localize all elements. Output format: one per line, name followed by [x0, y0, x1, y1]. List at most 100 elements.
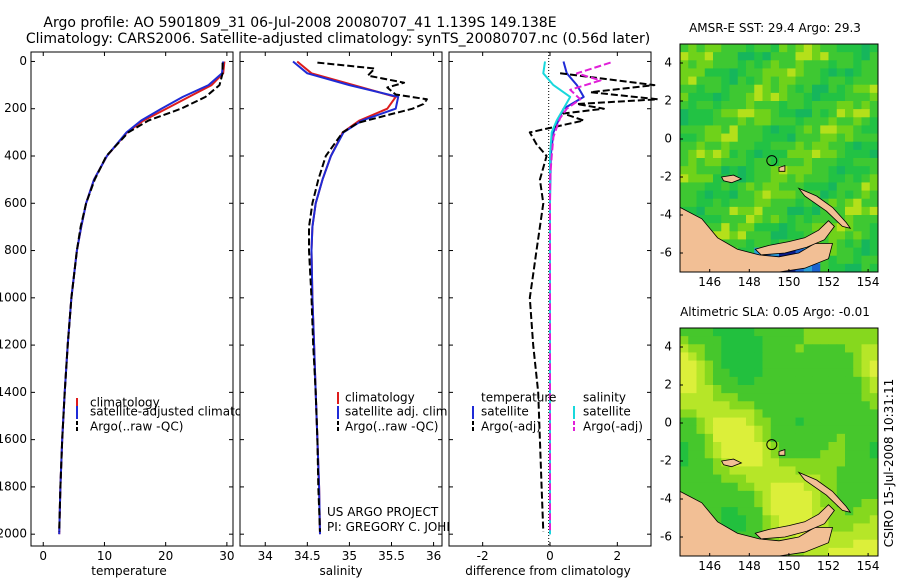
map-cell [729, 182, 739, 191]
map-cell [812, 458, 821, 467]
map-cell [803, 92, 813, 102]
map-cell [836, 68, 846, 77]
map-cell [696, 166, 706, 175]
map-cell [713, 60, 722, 69]
map-cell [836, 101, 846, 110]
map-cell [861, 482, 871, 492]
map-cell [845, 174, 854, 183]
map-cell [845, 239, 854, 248]
depth-tick-label: 1200 [0, 338, 27, 352]
land-polygon [720, 458, 743, 468]
map-cell [795, 60, 805, 69]
map-cell [820, 117, 829, 126]
map-cell [721, 223, 730, 232]
map-cell [680, 393, 689, 402]
map-cell [746, 149, 755, 159]
map-cell [762, 401, 772, 410]
depth-tick-label: 600 [4, 196, 27, 210]
map-cell [737, 149, 747, 159]
map-cell [704, 158, 714, 167]
map-cell [779, 490, 788, 500]
map-cell [861, 539, 871, 549]
map-cell [861, 466, 871, 475]
map-cell [737, 409, 747, 418]
map-cell [779, 68, 788, 77]
map-cell [861, 442, 871, 451]
map-cell [746, 101, 755, 110]
map-cell [869, 417, 879, 427]
map-cell [820, 60, 829, 69]
map-cell [746, 376, 755, 386]
map-cell [737, 401, 747, 410]
map-cell [704, 344, 714, 353]
map-cell [746, 231, 755, 240]
map-cell [795, 368, 805, 378]
map-cell [869, 231, 879, 240]
map-cell [770, 336, 780, 345]
map-cell [861, 68, 871, 77]
map-cell [803, 158, 813, 167]
map-cell [836, 393, 846, 402]
map-cell [828, 458, 838, 467]
map-cell [696, 328, 706, 337]
map-cell [869, 474, 879, 484]
map-cell [770, 215, 780, 224]
map-cell [729, 336, 739, 345]
map-cell [795, 198, 805, 208]
map-cell [696, 44, 706, 53]
depth-tick-label: 0 [19, 54, 27, 68]
map-cell [770, 239, 780, 248]
land-polygon [754, 504, 835, 540]
map-cell [828, 52, 838, 61]
map-cell [861, 109, 871, 118]
map-cell [812, 344, 821, 353]
map-cell [828, 109, 838, 118]
map-cell [746, 133, 755, 143]
map-cell [820, 101, 829, 110]
map-cell [779, 117, 788, 126]
map-cell [704, 68, 714, 77]
map-cell [737, 215, 747, 224]
map-cell [869, 393, 879, 402]
map-cell [680, 76, 689, 86]
map-cell [746, 433, 755, 443]
map-cell [853, 417, 862, 427]
map-cell [787, 474, 796, 484]
map-cell [787, 92, 796, 102]
map-cell [820, 344, 829, 353]
map-cell [845, 84, 854, 94]
map-cell [779, 507, 788, 516]
map-cell [812, 360, 821, 370]
map-cell [770, 141, 780, 151]
map-cell [812, 385, 821, 394]
map-cell [828, 215, 838, 224]
map-cell [795, 425, 805, 435]
map-cell [754, 442, 763, 451]
map-cell [713, 44, 722, 53]
map-cell [713, 223, 722, 232]
map-cell [828, 125, 838, 134]
map-cell [853, 360, 862, 370]
map-cell [704, 215, 714, 224]
map-cell [820, 547, 829, 557]
map-cell [729, 190, 739, 200]
map-cell [746, 174, 755, 183]
map-cell [713, 401, 722, 410]
series-line-salinity-argo-adj [549, 61, 611, 532]
map-cell [861, 174, 871, 183]
map-cell [721, 425, 730, 435]
map-cell [787, 84, 796, 94]
map-cell [836, 125, 846, 134]
map-cell [869, 360, 879, 370]
map-cell [746, 198, 755, 208]
map-cell [762, 466, 772, 475]
map-cell [770, 442, 780, 451]
map-cell [869, 60, 879, 69]
map-cell [746, 182, 755, 191]
map-cell [803, 44, 813, 53]
map-cell [713, 352, 722, 361]
map-cell [853, 166, 862, 175]
map-cell [754, 385, 763, 394]
map-cell [704, 458, 714, 467]
map-cell [704, 60, 714, 69]
